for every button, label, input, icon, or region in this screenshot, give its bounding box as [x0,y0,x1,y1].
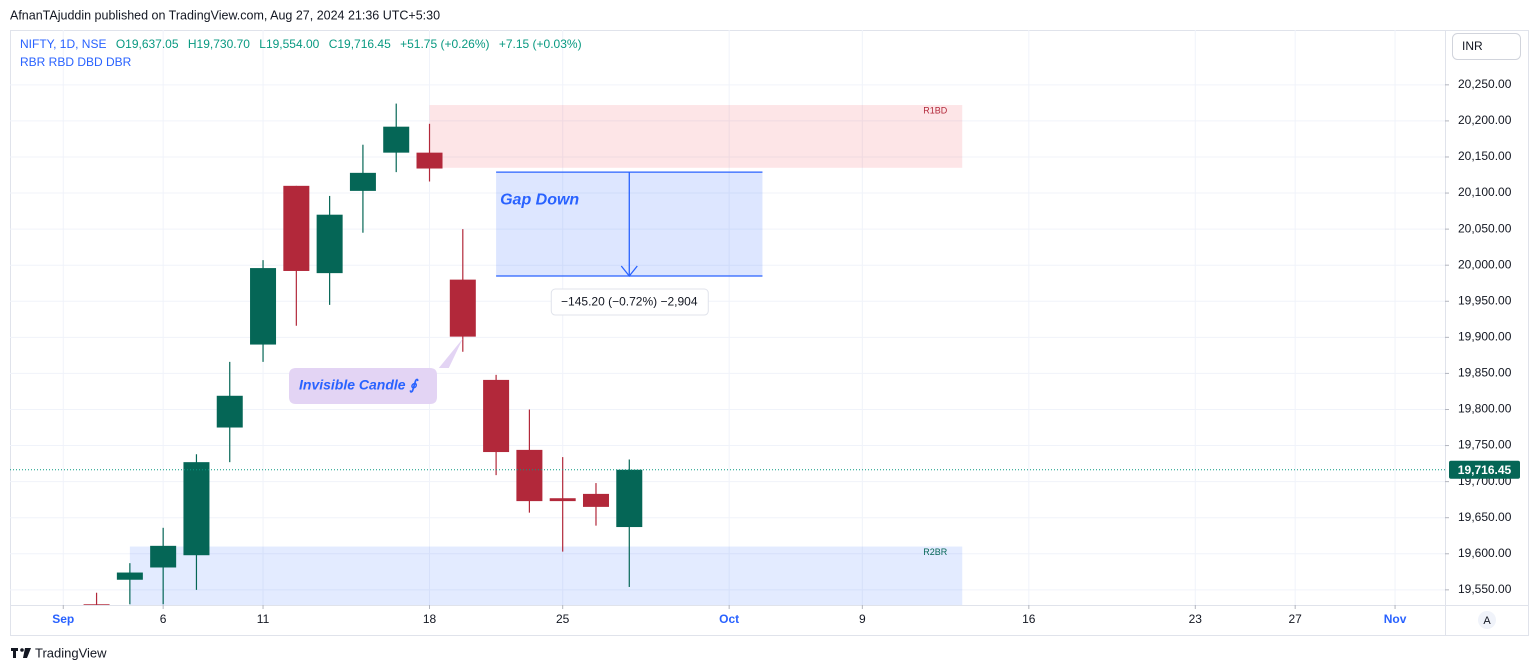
candle-body [116,572,143,580]
y-tick-label: 20,100.00 [1458,185,1512,199]
x-tick-label: 18 [423,612,437,626]
y-tick-label: 19,900.00 [1458,330,1512,344]
gap-label: Gap Down [500,191,579,208]
x-tick-label: Nov [1384,612,1407,626]
currency-label[interactable]: INR [1462,39,1483,53]
y-tick-label: 19,950.00 [1458,293,1512,307]
x-tick-label: 16 [1022,612,1036,626]
currency-button[interactable] [1452,33,1521,60]
zone-label: R1BD [923,105,948,115]
y-tick-label: 20,250.00 [1458,77,1512,91]
x-tick-label: 6 [160,612,167,626]
candle-body [483,379,510,453]
x-tick-label: 9 [859,612,866,626]
y-tick-label: 20,150.00 [1458,149,1512,163]
candle-body [383,126,410,153]
legend: NIFTY, 1D, NSE O19,637.05 H19,730.70 L19… [20,37,582,51]
indicator-name: RBR RBD DBD DBR [20,55,132,69]
x-tick-label: Sep [52,612,74,626]
gap-arrowhead [620,265,638,278]
x-tick-label: 23 [1189,612,1203,626]
brand-logo [11,648,31,658]
legend-low: L19,554.00 [259,37,319,51]
legend-symbol: NIFTY, 1D, NSE [20,37,106,51]
candle-body [449,279,476,337]
x-tick-label: 11 [257,612,270,626]
legend-open: O19,637.05 [116,37,179,51]
publish-header: AfnanTAjuddin published on TradingView.c… [10,8,440,22]
callout-bubble [289,338,463,404]
y-tick-label: 20,000.00 [1458,257,1512,271]
x-tick-label: Oct [719,612,739,626]
zone [129,546,963,605]
candle-body [316,214,343,274]
measure-label: −145.20 (−0.72%) −2,904 [561,295,698,309]
candle-body [150,545,177,568]
callout-label: Invisible Candle ∮ [299,377,419,394]
y-tick-label: 19,850.00 [1458,366,1512,380]
y-tick-label: 19,550.00 [1458,582,1512,596]
candle-body [283,185,310,271]
auto-scale-button[interactable] [1478,611,1496,629]
legend-change2: +7.15 (+0.03%) [499,37,582,51]
y-tick-label: 19,600.00 [1458,546,1512,560]
legend-change: +51.75 (+0.26%) [400,37,489,51]
last-price-label: 19,716.45 [1458,463,1512,477]
brand-name: TradingView [35,645,107,660]
y-tick-label: 20,050.00 [1458,221,1512,235]
x-tick-label: 27 [1288,612,1302,626]
chart-frame [10,30,1529,636]
candle-body [83,604,110,605]
candle-body [349,172,376,191]
candle-body [616,469,643,528]
legend-close: C19,716.45 [329,37,391,51]
x-tick-label: 25 [556,612,570,626]
auto-scale-label[interactable]: A [1483,615,1491,627]
candle-body [216,395,243,428]
plot: R1BD R2BR [83,103,963,605]
candle-body [516,449,543,502]
y-tick-label: 19,800.00 [1458,402,1512,416]
last-price-box [1449,460,1520,479]
zone-label: R2BR [923,547,948,557]
y-tick-label: 19,750.00 [1458,438,1512,452]
legend-high: H19,730.70 [188,37,250,51]
candle-body [549,498,576,502]
candle-body [250,268,277,345]
y-tick-label: 20,200.00 [1458,113,1512,127]
zone [429,105,963,168]
y-tick-label: 19,650.00 [1458,510,1512,524]
measure-box [550,288,709,316]
candle-body [183,462,210,556]
candle-body [416,152,443,169]
candle-body [582,493,609,507]
